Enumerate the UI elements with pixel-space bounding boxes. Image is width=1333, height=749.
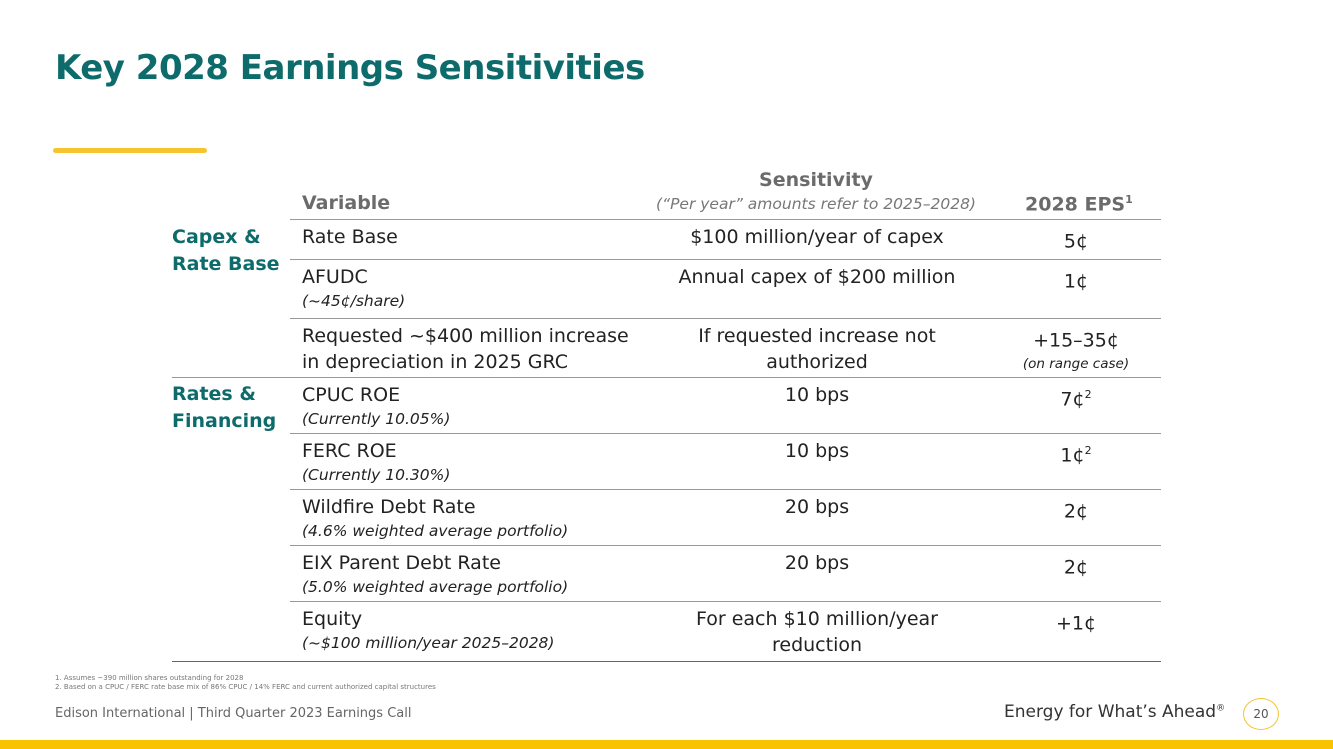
variable-cell: AFUDC (~45¢/share) bbox=[302, 264, 642, 312]
variable-name: Equity bbox=[302, 608, 363, 630]
footer-company: Edison International | Third Quarter 202… bbox=[55, 706, 412, 721]
sensitivity-cell: For each $10 million/year reduction bbox=[696, 608, 938, 656]
divider bbox=[290, 219, 1161, 220]
divider bbox=[290, 601, 1161, 602]
eps-cell: 2¢ bbox=[1000, 494, 1152, 524]
variable-note: (~45¢/share) bbox=[302, 292, 406, 310]
divider bbox=[172, 661, 1161, 662]
registered-mark: ® bbox=[1216, 703, 1226, 714]
variable-note: (~$100 million/year 2025–2028) bbox=[302, 634, 555, 652]
eps-cell: 1¢2 bbox=[1000, 438, 1152, 468]
eps-value: 7¢ bbox=[1060, 388, 1085, 411]
eps-note: (on range case) bbox=[1022, 356, 1130, 373]
sensitivity-cell: If requested increase not authorized bbox=[698, 325, 936, 373]
footnote: 1. Assumes ~390 million shares outstandi… bbox=[55, 674, 244, 682]
eps-cell: +1¢ bbox=[1000, 606, 1152, 636]
footnotes: 1. Assumes ~390 million shares outstandi… bbox=[55, 674, 436, 692]
variable-cell: FERC ROE (Currently 10.30%) bbox=[302, 438, 642, 486]
variable-cell: Wildfire Debt Rate (4.6% weighted average… bbox=[302, 494, 642, 542]
variable-note: (Currently 10.05%) bbox=[302, 410, 451, 428]
sensitivity-cell: 20 bps bbox=[784, 496, 850, 518]
divider bbox=[290, 545, 1161, 546]
variable-name: EIX Parent Debt Rate bbox=[302, 552, 501, 574]
eps-cell: 1¢ bbox=[1000, 264, 1152, 294]
variable-name: Wildfire Debt Rate bbox=[302, 496, 476, 518]
variable-note: (Currently 10.30%) bbox=[302, 466, 451, 484]
divider bbox=[290, 489, 1161, 490]
eps-value: +15–35¢ bbox=[1033, 329, 1119, 352]
header-sensitivity: Sensitivity bbox=[759, 169, 873, 191]
page-title: Key 2028 Earnings Sensitivities bbox=[55, 48, 645, 88]
variable-cell: EIX Parent Debt Rate (5.0% weighted avera… bbox=[302, 550, 642, 598]
variable-cell: CPUC ROE (Currently 10.05%) bbox=[302, 382, 642, 430]
variable-name: Requested ~$400 million increase in depr… bbox=[302, 325, 629, 373]
accent-bar bbox=[53, 148, 207, 153]
eps-cell: 2¢ bbox=[1000, 550, 1152, 580]
tagline: Energy for What’s Ahead® bbox=[1004, 702, 1225, 722]
variable-name: AFUDC bbox=[302, 266, 368, 288]
eps-cell: 5¢ bbox=[1000, 224, 1152, 254]
group-label: Capex & Rate Base bbox=[172, 226, 280, 275]
eps-value: 2¢ bbox=[1063, 500, 1089, 523]
variable-note: (4.6% weighted average portfolio) bbox=[302, 522, 569, 540]
header-variable: Variable bbox=[302, 192, 391, 214]
divider bbox=[290, 318, 1161, 319]
group-capex: Capex & Rate Base bbox=[172, 224, 282, 278]
group-rates: Rates & Financing bbox=[172, 381, 282, 435]
header-eps-sup: 1 bbox=[1125, 193, 1133, 206]
tagline-text: Energy for What’s Ahead bbox=[1004, 702, 1217, 722]
sensitivity-cell: $100 million/year of capex bbox=[690, 226, 944, 248]
sensitivity-cell: 10 bps bbox=[784, 440, 850, 462]
variable-note: (5.0% weighted average portfolio) bbox=[302, 578, 569, 596]
header-sensitivity-note: (“Per year” amounts refer to 2025–2028) bbox=[656, 195, 976, 213]
variable-cell: Rate Base bbox=[302, 224, 642, 250]
sensitivity-cell: Annual capex of $200 million bbox=[678, 266, 956, 288]
variable-cell: Equity (~$100 million/year 2025–2028) bbox=[302, 606, 642, 654]
variable-name: FERC ROE bbox=[302, 440, 397, 462]
eps-value: 1¢ bbox=[1060, 444, 1085, 467]
sensitivity-cell: 10 bps bbox=[784, 384, 850, 406]
footer-band bbox=[0, 740, 1333, 749]
eps-sup: 2 bbox=[1084, 388, 1092, 401]
eps-value: 1¢ bbox=[1063, 270, 1089, 293]
group-label: Rates & Financing bbox=[172, 383, 277, 432]
eps-cell: +15–35¢ (on range case) bbox=[1000, 323, 1152, 375]
eps-value: +1¢ bbox=[1055, 612, 1097, 635]
header-eps: 2028 EPS1 bbox=[1025, 193, 1133, 215]
eps-value: 2¢ bbox=[1063, 556, 1089, 579]
variable-cell: Requested ~$400 million increase in depr… bbox=[302, 323, 642, 375]
page-number: 20 bbox=[1243, 698, 1279, 730]
eps-cell: 7¢2 bbox=[1000, 382, 1152, 412]
divider bbox=[172, 377, 1161, 378]
header-eps-label: 2028 EPS bbox=[1025, 193, 1126, 216]
divider bbox=[290, 433, 1161, 434]
divider bbox=[290, 259, 1161, 260]
variable-name: Rate Base bbox=[302, 226, 398, 248]
variable-name: CPUC ROE bbox=[302, 384, 401, 406]
footnote: 2. Based on a CPUC / FERC rate base mix … bbox=[55, 683, 436, 691]
sensitivity-cell: 20 bps bbox=[784, 552, 850, 574]
eps-value: 5¢ bbox=[1063, 230, 1089, 253]
eps-sup: 2 bbox=[1084, 444, 1092, 457]
